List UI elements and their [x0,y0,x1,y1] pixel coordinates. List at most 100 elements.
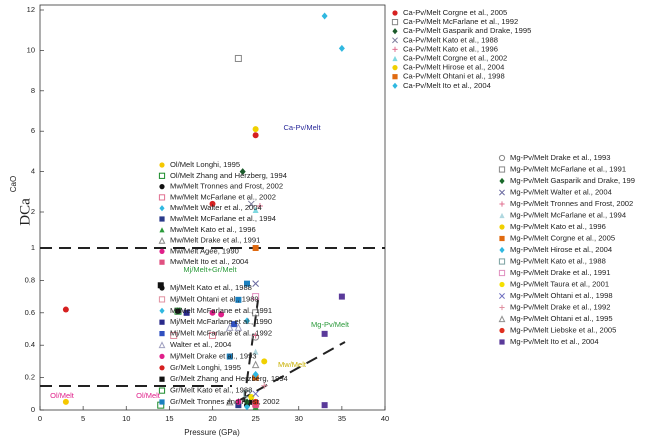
y-tick-label: 10 [27,45,35,54]
y-tick-label: 0 [31,405,35,414]
legend-label: Mg-Pv/Melt Drake et al., 1991 [510,268,610,277]
legend-marker [392,82,398,89]
marker [231,321,238,328]
legend-marker [499,235,505,242]
legend-marker [159,248,165,254]
legend-marker [159,162,165,168]
marker [243,390,251,398]
marker [183,309,190,316]
legend-label: Mj/Melt McFarlane et al., 1992 [170,329,272,338]
legend-label: Ca-Pv/Melt Kato et al., 1996 [403,44,498,53]
marker [157,282,164,289]
legend-label: Mg-Pv/Melt Corgne et al., 2005 [510,234,615,243]
annotation: Mg-Pv/Melt [311,320,350,329]
legend-label: Ca-Pv/Melt Corgne et al., 2005 [403,8,507,17]
legend-marker [499,327,505,334]
x-tick-label: 20 [208,414,216,423]
x-tick-label: 35 [338,414,346,423]
legend-label: Ca-Pv/Melt Gasparik and Drake, 1995 [403,26,531,35]
marker [170,331,178,339]
y-tick-label: 2 [31,207,35,216]
legend-label: Mg-Pv/Melt Liebske et al., 2005 [510,326,616,335]
legend-marker [392,28,398,35]
legend-label: Ca-Pv/Melt Hirose et al., 2004 [403,63,504,72]
legend-label: Walter et al., 2004 [170,340,231,349]
legend-marker [392,65,398,71]
marker [256,202,263,209]
legend-label: Ca-Pv/Melt Ohtani et al., 1998 [403,72,505,81]
annotation: Mj/Melt+Gr/Melt [183,265,237,274]
legend-marker [499,201,505,207]
y-tick-label: 1 [31,243,35,252]
marker [252,398,259,405]
legend-marker [499,189,505,196]
y-tick-label: 4 [31,167,35,176]
marker [261,358,268,365]
annotation: Ca-Pv/Melt [283,123,321,132]
legend-marker [159,376,165,382]
x-tick-label: 30 [295,414,303,423]
legend-label: Mg-Pv/Melt Drake et al., 1992 [510,303,610,312]
marker [252,332,259,339]
legend-marker [498,269,506,277]
annotation: Ol/Melt [50,391,75,400]
legend-marker [499,177,505,185]
marker [252,348,259,355]
y-axis-label: DCa [17,198,33,226]
marker [252,126,259,133]
legend-label: Mw/Melt McFarlane et al., 1994 [170,214,276,223]
legend-label: Ca-Pv/Melt McFarlane et al., 1992 [403,17,518,26]
legend-label: Mw/Melt Agee, 1990 [170,246,239,255]
legend-label: Mw/Melt Tronnes and Frost, 2002 [170,182,283,191]
legend-label: Mj/Melt Ohtani et al., 1989 [170,294,259,303]
marker [338,293,345,300]
legend-label: Ca-Pv/Melt Ito et al., 2004 [403,81,491,90]
marker [252,132,259,139]
legend-label: Mg-Pv/Melt Gasparik and Drake, 199 [510,176,635,185]
legend-label: Mw/Melt Walter et al., 2004 [170,203,262,212]
legend-marker [499,224,505,230]
marker [225,323,234,331]
legend-marker [392,37,398,44]
legend-marker [159,205,165,212]
annotation: Ol/Melt [136,391,161,400]
legend-marker [498,166,506,173]
legend-marker [159,399,165,405]
y-tick-label: 6 [31,126,35,135]
marker [251,360,260,369]
legend-marker [499,304,505,311]
legend-marker [159,353,165,359]
legend-label: Ca-Pv/Melt Corgne et al., 2002 [403,54,507,63]
legend-marker [499,339,505,345]
legend-label: Mj/Melt McFarlane et al., 1990 [170,317,272,326]
legend-marker [499,293,505,299]
legend-label: Gr/Melt Kato et al., 1988 [170,386,252,395]
y-tick-label: 0.2 [25,373,35,382]
marker [252,309,260,317]
legend-marker [159,227,165,233]
marker [252,390,259,398]
marker [226,353,233,360]
legend-marker [499,246,505,254]
legend-label: Gr/Melt Tronnes and Frost, 2002 [170,397,280,406]
legend-marker [499,281,505,288]
y-tick-label: 0.6 [25,308,35,317]
marker [235,398,242,405]
marker [174,307,182,315]
marker [252,293,260,301]
boundary-line [239,341,346,401]
y-tick-label: 0.4 [25,340,35,349]
marker [218,311,225,318]
legend-label: Mj/Melt Kato et al., 1988 [170,283,252,292]
legend-marker [158,341,166,349]
marker [321,12,328,20]
legend-marker [158,296,166,303]
legend-label: Mg-Pv/Melt Ito et al., 2004 [510,337,599,346]
marker [252,245,259,251]
legend-label: Mg-Pv/Melt Ohtani et al., 1998 [510,291,613,300]
marker [244,403,250,411]
legend-marker [159,365,165,371]
y-tick-label: 8 [31,86,35,95]
legend-marker [391,19,399,26]
